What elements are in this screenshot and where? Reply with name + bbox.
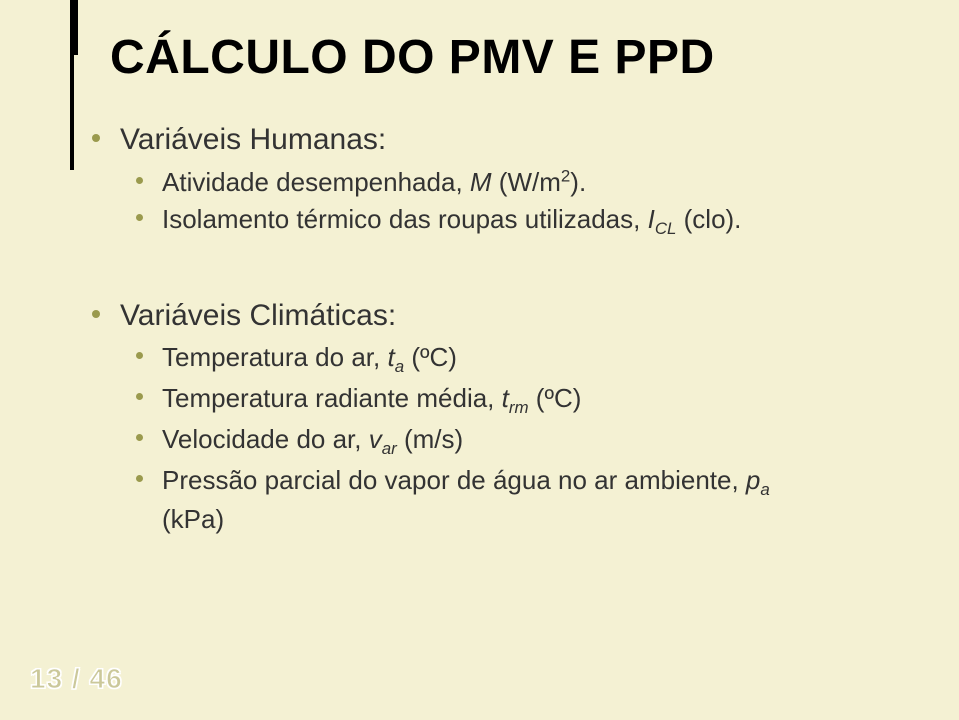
page-total: 46 (90, 663, 123, 694)
text: Pressão parcial do vapor de água no ar a… (162, 465, 746, 495)
heading-text: Variáveis Climáticas: (120, 299, 396, 332)
page-number: 13 / 46 (30, 663, 123, 695)
unit: (ºC) (404, 342, 457, 372)
section-human-variables: Variáveis Humanas: Atividade desempenhad… (90, 120, 909, 241)
variable-symbol: t (502, 383, 509, 413)
unit: (ºC) (529, 383, 582, 413)
list-item: Temperatura radiante média, trm (ºC) (162, 381, 909, 420)
page-title: CÁLCULO DO PMV E PPD (110, 30, 909, 85)
variable-symbol: M (470, 167, 492, 197)
title-block: CÁLCULO DO PMV E PPD (70, 30, 909, 85)
page-current: 13 (30, 663, 63, 694)
unit-close: ). (570, 167, 586, 197)
variable-symbol: I (648, 204, 655, 234)
text: Temperatura radiante média, (162, 383, 502, 413)
section-heading: Variáveis Climáticas: Temperatura do ar,… (120, 296, 909, 538)
list-item: Velocidade do ar, var (m/s) (162, 422, 909, 461)
text: Atividade desempenhada, (162, 167, 470, 197)
list-item: Pressão parcial do vapor de água no ar a… (162, 463, 909, 537)
subscript: CL (655, 219, 677, 238)
unit: (kPa) (162, 504, 224, 534)
slide: CÁLCULO DO PMV E PPD Variáveis Humanas: … (0, 0, 959, 720)
section-heading: Variáveis Humanas: Atividade desempenhad… (120, 120, 909, 241)
unit: (clo). (676, 204, 741, 234)
climate-variables-list: Temperatura do ar, ta (ºC) Temperatura r… (120, 340, 909, 537)
heading-text: Variáveis Humanas: (120, 123, 386, 156)
list-item: Atividade desempenhada, M (W/m2). (162, 165, 909, 200)
section-climate-variables: Variáveis Climáticas: Temperatura do ar,… (90, 296, 909, 538)
subscript: rm (509, 398, 529, 417)
exponent: 2 (561, 166, 570, 185)
slide-content: Variáveis Humanas: Atividade desempenhad… (70, 120, 909, 537)
spacer (90, 266, 909, 296)
text: Temperatura do ar, (162, 342, 387, 372)
list-item: Isolamento térmico das roupas utilizadas… (162, 202, 909, 241)
human-variables-list: Atividade desempenhada, M (W/m2). Isolam… (120, 165, 909, 241)
variable-symbol: v (369, 424, 382, 454)
variable-symbol: p (746, 465, 760, 495)
subscript: a (760, 480, 769, 499)
unit-open: (W/m (492, 167, 561, 197)
variable-symbol: t (387, 342, 394, 372)
text: Isolamento térmico das roupas utilizadas… (162, 204, 648, 234)
subscript: ar (382, 439, 397, 458)
list-item: Temperatura do ar, ta (ºC) (162, 340, 909, 379)
text: Velocidade do ar, (162, 424, 369, 454)
unit: (m/s) (397, 424, 463, 454)
subscript: a (395, 357, 404, 376)
page-separator: / (63, 663, 89, 694)
